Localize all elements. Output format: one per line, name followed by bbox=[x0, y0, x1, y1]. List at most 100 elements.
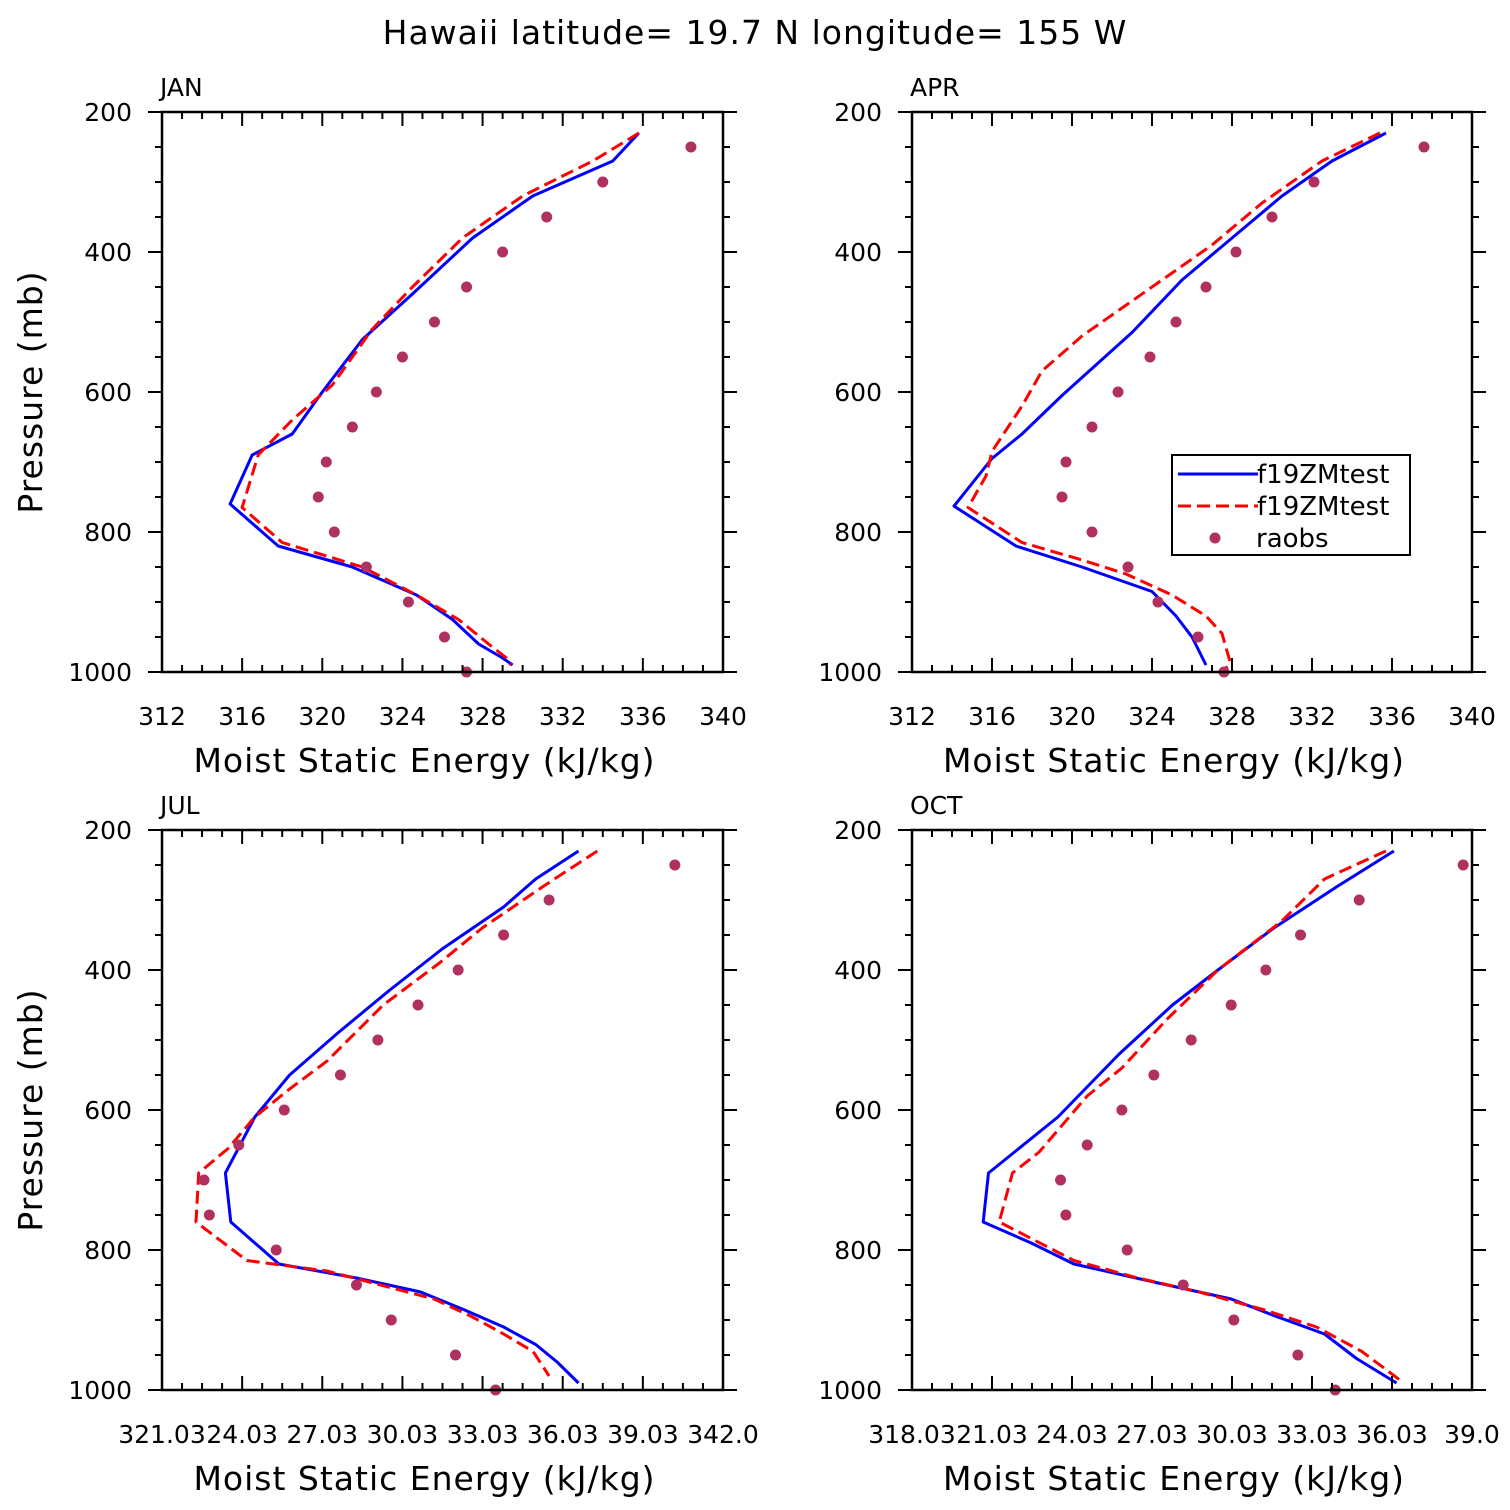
raobs-point-oct bbox=[1225, 999, 1237, 1011]
y-tick-label: 200 bbox=[834, 816, 882, 845]
raobs-point-jan bbox=[346, 421, 358, 433]
y-tick-label: 1000 bbox=[68, 1376, 132, 1405]
x-tick-label: 336 bbox=[1368, 702, 1416, 731]
x-tick-label: 30.03 bbox=[1196, 1420, 1268, 1449]
series-red-dashed-jul bbox=[194, 849, 599, 1377]
x-tick-label: 318.03 bbox=[868, 1420, 955, 1449]
raobs-point-oct bbox=[1148, 1069, 1160, 1081]
raobs-point-oct bbox=[1260, 964, 1272, 976]
x-tick-label: 27.03 bbox=[1116, 1420, 1188, 1449]
x-tick-label: 328 bbox=[459, 702, 507, 731]
x-tick-label: 24.03 bbox=[206, 1420, 278, 1449]
plot-frame-jan bbox=[160, 110, 725, 674]
raobs-point-oct bbox=[1055, 1174, 1067, 1186]
raobs-point-apr bbox=[1060, 456, 1072, 468]
raobs-point-jan bbox=[685, 141, 697, 153]
raobs-point-jul bbox=[669, 859, 681, 871]
raobs-point-apr bbox=[1086, 421, 1098, 433]
y-tick-label: 400 bbox=[834, 956, 882, 985]
legend-label: f19ZMtest bbox=[1257, 460, 1389, 490]
raobs-point-jul bbox=[203, 1209, 215, 1221]
series-blue-solid-apr bbox=[952, 131, 1387, 666]
raobs-point-oct bbox=[1177, 1279, 1189, 1291]
raobs-point-oct bbox=[1292, 1349, 1304, 1361]
plot-frame-apr bbox=[910, 110, 1474, 674]
y-tick-label: 1000 bbox=[818, 1376, 882, 1405]
raobs-point-oct bbox=[1353, 894, 1365, 906]
x-tick-label: 33.03 bbox=[447, 1420, 519, 1449]
raobs-point-oct bbox=[1081, 1139, 1093, 1151]
panel-label-jul: JUL bbox=[158, 791, 200, 820]
raobs-point-oct bbox=[1116, 1104, 1128, 1116]
raobs-point-jul bbox=[498, 929, 510, 941]
raobs-point-apr bbox=[1086, 526, 1098, 538]
figure-title: Hawaii latitude= 19.7 N longitude= 155 W bbox=[383, 13, 1128, 52]
raobs-point-jul bbox=[278, 1104, 290, 1116]
legend-label: raobs bbox=[1256, 524, 1329, 554]
x-tick-label: 324 bbox=[1128, 702, 1176, 731]
panel-jan: JAN 312 316 320 324 328 332 336 340 200 400 600 800 1… bbox=[11, 73, 747, 780]
x-tick-label: 324 bbox=[379, 702, 427, 731]
raobs-point-oct bbox=[1185, 1034, 1197, 1046]
x-tick-label: 312 bbox=[888, 702, 936, 731]
y-tick-label: 400 bbox=[834, 238, 882, 267]
raobs-point-jul bbox=[372, 1034, 384, 1046]
x-axis-label-jan: Moist Static Energy (kJ/kg) bbox=[193, 741, 655, 780]
series-blue-solid-jul bbox=[223, 849, 580, 1385]
x-tick-label: 340 bbox=[1448, 702, 1496, 731]
raobs-point-apr bbox=[1192, 631, 1204, 643]
raobs-point-jan bbox=[360, 561, 372, 573]
raobs-point-apr bbox=[1122, 561, 1134, 573]
y-axis-label-jan: Pressure (mb) bbox=[11, 270, 50, 513]
x-tick-label: 36.03 bbox=[527, 1420, 599, 1449]
x-tick-label: 21.03 bbox=[956, 1420, 1028, 1449]
raobs-point-jan bbox=[497, 246, 509, 258]
y-tick-label: 1000 bbox=[68, 658, 132, 687]
x-tick-label: 332 bbox=[539, 702, 587, 731]
x-axis-label-jul: Moist Static Energy (kJ/kg) bbox=[193, 1459, 655, 1498]
panel-jul: JUL 321.03 24.03 27.03 30.03 33.03 36.03 39.03 3… bbox=[11, 791, 759, 1498]
raobs-point-apr bbox=[1112, 386, 1124, 398]
x-tick-label: 27.03 bbox=[286, 1420, 358, 1449]
raobs-point-jul bbox=[334, 1069, 346, 1081]
panel-label-apr: APR bbox=[910, 73, 960, 102]
plot-frame-jul bbox=[160, 828, 725, 1392]
raobs-point-jan bbox=[428, 316, 440, 328]
x-tick-label: 316 bbox=[968, 702, 1016, 731]
x-tick-label: 332 bbox=[1288, 702, 1336, 731]
y-tick-label: 600 bbox=[84, 378, 132, 407]
y-tick-label: 600 bbox=[84, 1096, 132, 1125]
x-tick-label: 340 bbox=[699, 702, 747, 731]
raobs-point-apr bbox=[1170, 316, 1182, 328]
y-axis-label-jul: Pressure (mb) bbox=[11, 988, 50, 1231]
x-axis-label-oct: Moist Static Energy (kJ/kg) bbox=[943, 1459, 1405, 1498]
x-tick-label: 30.03 bbox=[367, 1420, 439, 1449]
raobs-point-apr bbox=[1200, 281, 1212, 293]
raobs-point-jul bbox=[412, 999, 424, 1011]
raobs-point-jan bbox=[396, 351, 408, 363]
raobs-point-apr bbox=[1308, 176, 1320, 188]
series-blue-solid-oct bbox=[981, 849, 1398, 1385]
legend-marker-raobs bbox=[1209, 532, 1221, 544]
raobs-point-jan bbox=[597, 176, 609, 188]
x-tick-label: 342.0 bbox=[687, 1420, 759, 1449]
raobs-point-jan bbox=[439, 631, 451, 643]
raobs-point-jan bbox=[370, 386, 382, 398]
series-red-dashed-jan bbox=[240, 131, 640, 666]
raobs-point-jan bbox=[312, 491, 324, 503]
y-tick-label: 800 bbox=[834, 518, 882, 547]
x-axis-label-apr: Moist Static Energy (kJ/kg) bbox=[943, 741, 1405, 780]
raobs-point-jan bbox=[461, 281, 473, 293]
x-tick-label: 321.03 bbox=[118, 1420, 205, 1449]
raobs-point-jul bbox=[350, 1279, 362, 1291]
raobs-point-jan bbox=[402, 596, 414, 608]
raobs-point-jul bbox=[233, 1139, 245, 1151]
x-tick-label: 39.03 bbox=[607, 1420, 679, 1449]
raobs-point-jul bbox=[543, 894, 555, 906]
x-tick-label: 33.03 bbox=[1276, 1420, 1348, 1449]
y-tick-label: 600 bbox=[834, 1096, 882, 1125]
raobs-point-jul bbox=[449, 1349, 461, 1361]
y-tick-label: 800 bbox=[84, 518, 132, 547]
